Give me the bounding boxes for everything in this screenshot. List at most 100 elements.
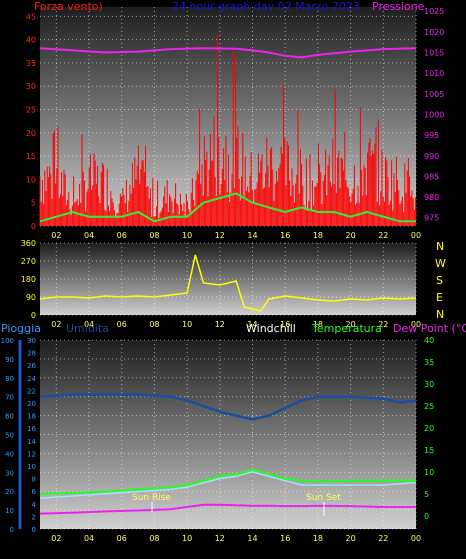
y-tick-label-pressure: 1025 bbox=[424, 7, 444, 16]
x-tick-label-mid: 04 bbox=[84, 320, 94, 329]
y-tick-label-rain: 14 bbox=[27, 438, 36, 446]
y-tick-label-rain: 16 bbox=[27, 425, 36, 433]
y-tick-label-rain: 8 bbox=[32, 476, 36, 484]
y-tick-label-humidity: 80 bbox=[5, 375, 14, 383]
y-tick-label-wind: 35 bbox=[26, 59, 36, 68]
x-tick-label-top: 02 bbox=[51, 231, 61, 240]
y-tick-label-temperature: 15 bbox=[424, 446, 434, 455]
y-tick-label-wind: 45 bbox=[26, 12, 36, 21]
y-tick-label-temperature: 35 bbox=[424, 358, 434, 367]
title-date: 24 hour graph day 02 Marzo 2023 bbox=[172, 0, 360, 13]
humidity-line bbox=[39, 393, 417, 421]
x-tick-label-bot: 10 bbox=[182, 534, 192, 543]
y-tick-label-rain: 22 bbox=[27, 387, 36, 395]
y-tick-label-wind: 20 bbox=[26, 129, 36, 138]
y-tick-label-wind: 5 bbox=[31, 199, 36, 208]
y-tick-label-humidity: 70 bbox=[5, 394, 14, 402]
x-tick-label-top: 14 bbox=[247, 231, 257, 240]
y-tick-label-rain: 30 bbox=[27, 337, 36, 345]
compass-n-bottom: N bbox=[436, 308, 444, 321]
x-tick-label-top: 00 bbox=[411, 231, 421, 240]
y-tick-label-rain: 12 bbox=[27, 450, 36, 458]
y-tick-label-pressure: 1010 bbox=[424, 69, 444, 78]
y-tick-label-rain: 10 bbox=[27, 463, 36, 471]
x-tick-label-mid: 10 bbox=[182, 320, 192, 329]
wind-direction-line bbox=[39, 254, 417, 312]
label-umidita: Umidita bbox=[66, 322, 109, 335]
x-tick-label-mid: 02 bbox=[51, 320, 61, 329]
x-tick-label-top: 10 bbox=[182, 231, 192, 240]
label-windchill: Windchill bbox=[246, 322, 296, 335]
y-tick-label-rain: 18 bbox=[27, 413, 36, 421]
x-tick-label-mid: 20 bbox=[346, 320, 356, 329]
x-tick-label-mid: 06 bbox=[117, 320, 127, 329]
y-tick-label-rain: 20 bbox=[27, 400, 36, 408]
label-dewpoint: Dew Point (°C) bbox=[393, 322, 466, 335]
y-tick-label-rain: 28 bbox=[27, 350, 36, 358]
y-tick-label-direction: 180 bbox=[21, 275, 36, 284]
y-tick-label-rain: 2 bbox=[32, 513, 36, 521]
x-tick-label-mid: 18 bbox=[313, 320, 323, 329]
annotation-sunset: Sun Set bbox=[306, 493, 341, 503]
windchill-line bbox=[39, 471, 417, 499]
x-tick-label-bot: 00 bbox=[411, 534, 421, 543]
compass-e: E bbox=[436, 291, 443, 304]
x-tick-label-mid: 08 bbox=[149, 320, 159, 329]
x-tick-label-bot: 20 bbox=[346, 534, 356, 543]
y-tick-label-direction: 90 bbox=[26, 293, 36, 302]
y-tick-label-temperature: 25 bbox=[424, 402, 434, 411]
y-tick-label-direction: 270 bbox=[21, 257, 36, 266]
y-tick-label-humidity: 60 bbox=[5, 413, 14, 421]
y-tick-label-humidity: 10 bbox=[5, 507, 14, 515]
x-tick-label-top: 04 bbox=[84, 231, 94, 240]
x-tick-label-bot: 02 bbox=[51, 534, 61, 543]
y-tick-label-humidity: 30 bbox=[5, 469, 14, 477]
y-tick-label-pressure: 975 bbox=[424, 214, 439, 223]
y-tick-label-wind: 40 bbox=[26, 36, 36, 45]
y-tick-label-direction: 360 bbox=[21, 239, 36, 248]
y-tick-label-pressure: 1015 bbox=[424, 48, 444, 57]
dewpoint-line bbox=[39, 503, 416, 515]
annotation-sunrise: Sun Rise bbox=[132, 493, 171, 503]
x-tick-label-top: 08 bbox=[149, 231, 159, 240]
y-tick-label-temperature: 10 bbox=[424, 468, 434, 477]
y-tick-label-humidity: 0 bbox=[10, 526, 14, 534]
temperature-line bbox=[39, 468, 416, 495]
y-tick-label-rain: 6 bbox=[32, 488, 37, 496]
y-tick-label-temperature: 40 bbox=[424, 336, 434, 345]
x-tick-label-mid: 12 bbox=[215, 320, 225, 329]
y-tick-label-direction: 0 bbox=[31, 311, 36, 320]
y-tick-label-pressure: 985 bbox=[424, 172, 439, 181]
x-tick-label-top: 18 bbox=[313, 231, 323, 240]
y-tick-label-pressure: 1005 bbox=[424, 90, 444, 99]
y-tick-label-rain: 4 bbox=[32, 501, 37, 509]
x-tick-label-mid: 14 bbox=[247, 320, 257, 329]
y-tick-label-pressure: 1000 bbox=[424, 110, 444, 119]
y-tick-label-humidity: 40 bbox=[5, 450, 14, 458]
x-tick-label-top: 06 bbox=[117, 231, 127, 240]
y-tick-label-humidity: 50 bbox=[5, 432, 14, 440]
y-tick-label-humidity: 100 bbox=[1, 337, 14, 345]
y-tick-label-pressure: 995 bbox=[424, 131, 439, 140]
y-tick-label-rain: 0 bbox=[32, 526, 36, 534]
x-tick-label-bot: 22 bbox=[378, 534, 388, 543]
y-tick-label-pressure: 1020 bbox=[424, 28, 444, 37]
x-tick-label-mid: 16 bbox=[280, 320, 290, 329]
y-tick-label-temperature: 20 bbox=[424, 424, 434, 433]
x-tick-label-top: 22 bbox=[378, 231, 388, 240]
y-tick-label-temperature: 30 bbox=[424, 380, 434, 389]
y-tick-label-rain: 26 bbox=[27, 362, 36, 370]
x-tick-label-top: 20 bbox=[346, 231, 356, 240]
x-tick-label-bot: 12 bbox=[215, 534, 225, 543]
y-tick-label-temperature: 5 bbox=[424, 490, 429, 499]
y-tick-label-rain: 24 bbox=[27, 375, 36, 383]
y-tick-label-wind: 0 bbox=[31, 222, 36, 231]
y-tick-label-humidity: 90 bbox=[5, 356, 14, 364]
x-tick-label-mid: 00 bbox=[411, 320, 421, 329]
x-tick-label-top: 12 bbox=[215, 231, 225, 240]
label-pioggia: Pioggia bbox=[1, 322, 41, 335]
compass-n-top: N bbox=[436, 240, 444, 253]
title-wind: Forza vento) bbox=[34, 0, 103, 13]
